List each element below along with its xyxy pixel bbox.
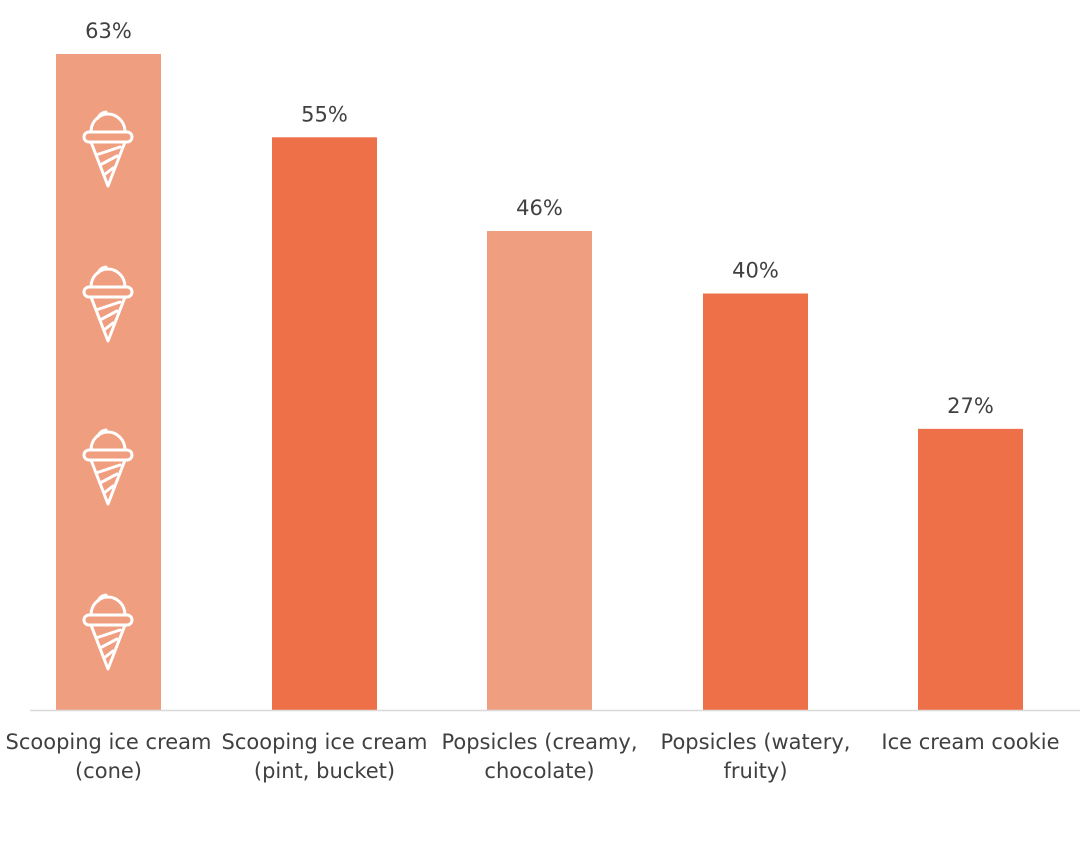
category-label: Scooping ice cream (pint, bucket)	[221, 730, 428, 783]
category-label: Scooping ice cream (cone)	[5, 730, 212, 783]
bar	[918, 428, 1023, 710]
category-label: Ice cream cookie	[881, 730, 1060, 754]
ice-cream-cone-icon	[82, 110, 134, 188]
bar	[56, 54, 161, 710]
ice-cream-cone-icon	[82, 428, 134, 506]
data-label: 40%	[732, 258, 779, 282]
data-label: 27%	[947, 394, 994, 418]
category-label: Popsicles (watery, fruity)	[660, 730, 851, 783]
ice-cream-cone-icon	[82, 593, 134, 671]
data-label: 55%	[301, 102, 348, 126]
category-label: Popsicles (creamy, chocolate)	[441, 730, 638, 783]
bar	[487, 231, 592, 710]
ice-cream-cone-icon	[82, 265, 134, 343]
data-label: 63%	[85, 19, 132, 43]
bar	[272, 137, 377, 711]
data-label: 46%	[516, 196, 563, 220]
bar	[703, 293, 808, 710]
